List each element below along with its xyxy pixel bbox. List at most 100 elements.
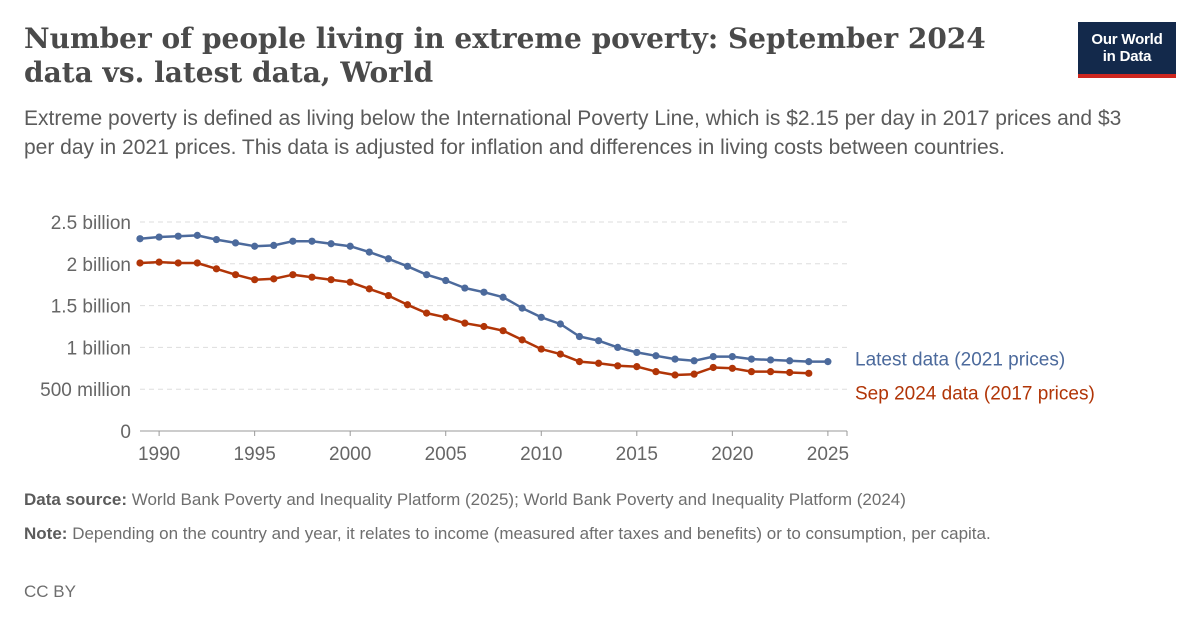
- y-tick-label: 0: [120, 422, 131, 443]
- x-tick-label: 2015: [616, 444, 658, 465]
- x-tick-label: 2005: [425, 444, 467, 465]
- data-point: [709, 352, 717, 361]
- data-point: [365, 285, 373, 293]
- data-point: [690, 357, 698, 365]
- data-point: [633, 363, 641, 371]
- data-point: [537, 313, 545, 321]
- y-tick-label: 1.5 billion: [51, 297, 131, 318]
- data-point: [327, 276, 335, 284]
- data-point: [270, 241, 278, 250]
- data-point: [786, 368, 794, 377]
- data-point: [136, 235, 144, 243]
- note-label: Note:: [24, 524, 68, 543]
- data-point: [270, 275, 278, 283]
- x-tick-label: 1990: [138, 444, 180, 465]
- series-label: Sep 2024 data (2017 prices): [855, 383, 1095, 404]
- data-point: [499, 293, 507, 301]
- line-chart: 0 500 million 1 billion 1.5 billion 2 billio…: [40, 213, 1095, 465]
- data-point: [136, 259, 144, 267]
- data-point: [193, 231, 201, 239]
- data-point: [728, 352, 736, 361]
- data-point: [518, 304, 526, 312]
- data-point: [652, 368, 660, 376]
- series-labels: Latest data (2021 prices) Sep 2024 data (…: [855, 350, 1095, 405]
- data-point: [155, 258, 163, 266]
- data-point: [327, 240, 335, 248]
- license[interactable]: CC BY: [24, 582, 76, 601]
- data-point: [442, 313, 450, 321]
- data-point: [786, 357, 794, 365]
- data-point: [193, 259, 201, 267]
- data-point: [308, 273, 316, 281]
- x-tick-label: 2010: [520, 444, 562, 465]
- data-point: [766, 368, 775, 376]
- data-point: [480, 288, 488, 296]
- x-tick-label: 1995: [234, 444, 276, 465]
- y-tick-label: 2.5 billion: [51, 213, 131, 234]
- data-point: [461, 284, 469, 292]
- data-point: [575, 332, 584, 341]
- data-source-text: World Bank Poverty and Inequality Platfo…: [131, 490, 906, 509]
- data-point: [575, 358, 584, 366]
- grid-lines: [140, 221, 847, 390]
- axes: 0 500 million 1 billion 1.5 billion 2 billio…: [40, 213, 849, 465]
- data-point: [403, 262, 412, 270]
- data-point: [174, 232, 182, 240]
- logo-line-2: in Data: [1102, 48, 1152, 65]
- x-tick-label: 2000: [329, 444, 371, 465]
- data-point: [537, 345, 545, 353]
- data-point: [365, 248, 373, 256]
- data-point: [690, 370, 698, 378]
- data-point: [346, 278, 354, 286]
- chart-note: Note: Depending on the country and year,…: [24, 522, 1164, 546]
- data-point: [747, 368, 756, 376]
- owid-logo[interactable]: Our World in Data: [1078, 22, 1176, 78]
- y-tick-label: 1 billion: [67, 338, 131, 359]
- data-point: [518, 336, 526, 344]
- data-point: [423, 309, 431, 317]
- logo-line-1: Our World: [1091, 31, 1163, 48]
- data-point: [499, 327, 507, 335]
- data-point: [633, 348, 641, 357]
- data-point: [231, 271, 240, 279]
- y-tick-label: 500 million: [40, 380, 131, 401]
- series-lines: [136, 231, 832, 379]
- data-point: [384, 255, 393, 263]
- series-line: [139, 234, 828, 363]
- chart-title: Number of people living in extreme pover…: [24, 22, 986, 89]
- data-point: [652, 352, 660, 360]
- data-point: [174, 259, 182, 267]
- data-source: Data source: World Bank Poverty and Ineq…: [24, 488, 1164, 512]
- data-point: [231, 239, 240, 247]
- data-point: [461, 319, 469, 327]
- data-source-label: Data source:: [24, 490, 127, 509]
- data-point: [614, 343, 622, 351]
- data-point: [423, 271, 431, 279]
- data-point: [289, 271, 297, 279]
- data-point: [805, 358, 813, 366]
- x-tick-label: 2025: [807, 444, 849, 465]
- data-point: [614, 362, 622, 370]
- data-point: [384, 291, 393, 300]
- data-point: [709, 363, 717, 372]
- data-point: [824, 358, 832, 366]
- data-point: [805, 369, 813, 377]
- data-point: [346, 242, 354, 250]
- data-point: [671, 355, 679, 363]
- data-point: [594, 337, 603, 345]
- data-point: [289, 237, 297, 245]
- data-point: [403, 301, 412, 309]
- data-point: [442, 276, 450, 285]
- data-point: [766, 356, 775, 364]
- data-point: [556, 320, 564, 328]
- data-point: [251, 242, 259, 250]
- x-tick-label: 2020: [711, 444, 753, 465]
- data-point: [155, 233, 163, 241]
- data-point: [212, 235, 221, 244]
- chart-subtitle: Extreme poverty is defined as living bel…: [24, 107, 1122, 159]
- data-point: [212, 265, 221, 273]
- data-point: [480, 322, 488, 331]
- series-label: Latest data (2021 prices): [855, 350, 1065, 371]
- data-point: [556, 350, 564, 358]
- data-point: [251, 276, 259, 284]
